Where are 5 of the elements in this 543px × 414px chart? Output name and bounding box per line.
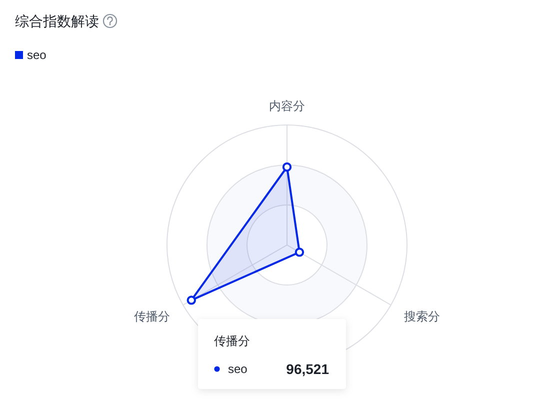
legend-label: seo (27, 48, 46, 62)
axis-label: 传播分 (134, 310, 170, 324)
axis-label: 内容分 (269, 99, 305, 113)
axis-label: 搜索分 (404, 310, 440, 324)
title: 综合指数解读 (15, 13, 99, 29)
